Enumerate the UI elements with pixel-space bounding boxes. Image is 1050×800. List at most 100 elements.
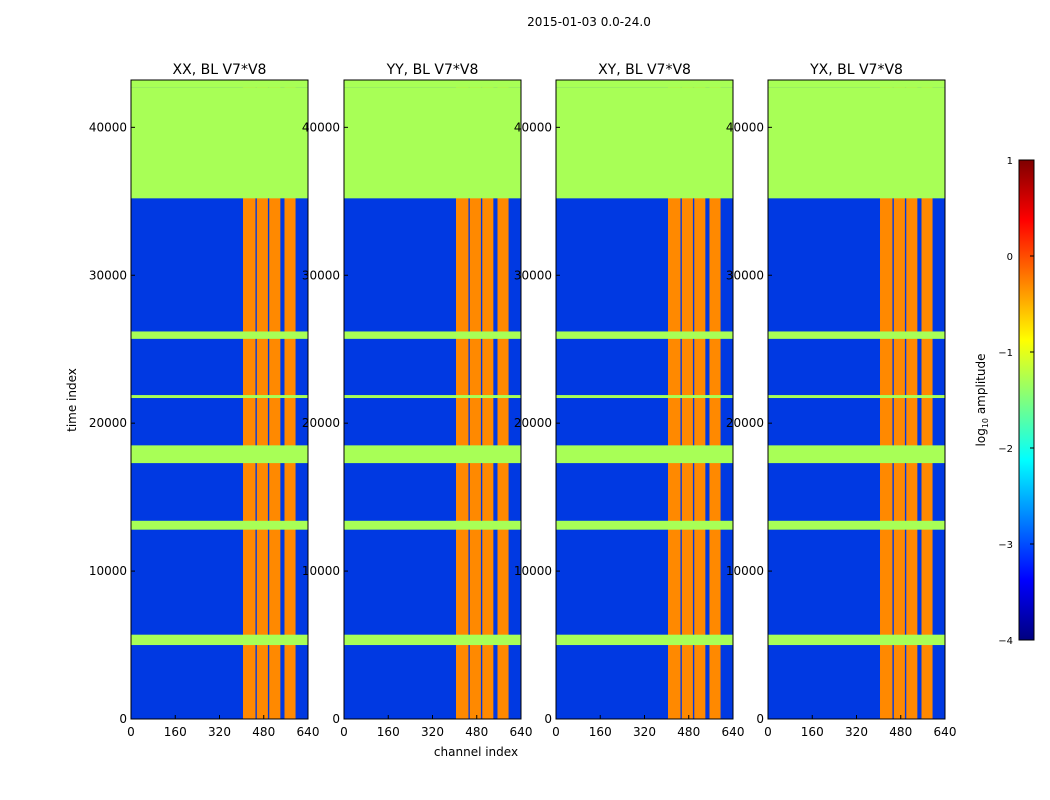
- flagged-time-band: [556, 87, 733, 199]
- colorbar-tick-label: −3: [998, 540, 1013, 551]
- x-tick-label: 0: [552, 725, 560, 739]
- flagged-time-band: [768, 331, 945, 339]
- flagged-time-band: [556, 331, 733, 339]
- colorbar: −4 −3 −2 −1 0 1: [998, 156, 1035, 647]
- colorbar-tick-label: −2: [998, 444, 1013, 455]
- flagged-time-band: [131, 445, 308, 464]
- hot-channel-band: [668, 80, 681, 719]
- flagged-time-band: [556, 634, 733, 646]
- hot-channel-band: [469, 80, 481, 719]
- flagged-time-band: [556, 80, 733, 88]
- flagged-time-band: [344, 87, 521, 199]
- panel-title: YX, BL V7*V8: [809, 62, 903, 78]
- y-tick-label: 40000: [302, 120, 340, 134]
- y-tick-label: 10000: [726, 564, 764, 578]
- y-tick-label: 30000: [89, 268, 127, 282]
- y-tick-label: 10000: [302, 564, 340, 578]
- colorbar-label-main: log: [974, 428, 988, 446]
- flagged-time-band: [768, 395, 945, 399]
- colorbar-label-sub: 10: [981, 418, 990, 428]
- x-tick-label: 480: [889, 725, 912, 739]
- panel-xy: XY, BL V7*V8 0 160 320 480 640 0 10000 20000 3000…: [514, 62, 745, 739]
- flagged-time-band: [768, 520, 945, 530]
- y-tick-label: 10000: [89, 564, 127, 578]
- flagged-time-band: [131, 634, 308, 646]
- flagged-time-band: [344, 395, 521, 399]
- x-tick-label: 640: [722, 725, 745, 739]
- x-tick-label: 320: [845, 725, 868, 739]
- y-tick-label: 30000: [302, 268, 340, 282]
- hot-channel-band: [243, 80, 256, 719]
- x-tick-label: 320: [421, 725, 444, 739]
- hot-channel-band: [456, 80, 469, 719]
- flagged-time-band: [556, 445, 733, 464]
- y-tick-label: 10000: [514, 564, 552, 578]
- x-tick-label: 160: [801, 725, 824, 739]
- panel-title: YY, BL V7*V8: [386, 62, 479, 78]
- y-tick-label: 20000: [89, 416, 127, 430]
- x-tick-label: 480: [252, 725, 275, 739]
- hot-channel-band: [921, 80, 933, 719]
- hot-channel-band: [482, 80, 494, 719]
- colorbar-label-tail: amplitude: [974, 354, 988, 418]
- hot-channel-band: [694, 80, 706, 719]
- x-tick-label: 640: [297, 725, 320, 739]
- x-tick-label: 160: [164, 725, 187, 739]
- colorbar-gradient: [1018, 159, 1035, 641]
- y-tick-label: 0: [119, 712, 127, 726]
- flagged-time-band: [768, 445, 945, 464]
- y-tick-label: 40000: [514, 120, 552, 134]
- colorbar-label: log10 amplitude: [974, 354, 990, 447]
- figure-suptitle: 2015-01-03 0.0-24.0: [527, 15, 651, 29]
- flagged-time-band: [344, 445, 521, 464]
- hot-channel-band: [893, 80, 905, 719]
- y-tick-label: 30000: [514, 268, 552, 282]
- flagged-time-band: [556, 520, 733, 530]
- flagged-time-band: [768, 87, 945, 199]
- colorbar-tick-label: 1: [1007, 156, 1013, 167]
- y-tick-label: 20000: [726, 416, 764, 430]
- colorbar-tick-label: −1: [998, 348, 1013, 359]
- x-tick-label: 0: [340, 725, 348, 739]
- x-tick-label: 160: [589, 725, 612, 739]
- y-tick-label: 40000: [726, 120, 764, 134]
- colorbar-tick-label: −4: [998, 636, 1013, 647]
- flagged-time-band: [344, 331, 521, 339]
- flagged-time-band: [344, 520, 521, 530]
- hot-channel-band: [269, 80, 281, 719]
- x-tick-label: 640: [934, 725, 957, 739]
- y-tick-label: 0: [332, 712, 340, 726]
- flagged-time-band: [131, 331, 308, 339]
- flagged-time-band: [131, 520, 308, 530]
- flagged-time-band: [768, 634, 945, 646]
- hot-channel-band: [497, 80, 509, 719]
- x-axis-label: channel index: [434, 745, 518, 759]
- panel-title: XX, BL V7*V8: [173, 62, 267, 78]
- hot-channel-band: [906, 80, 918, 719]
- hot-channel-band: [681, 80, 693, 719]
- y-tick-label: 20000: [302, 416, 340, 430]
- hot-channel-band: [256, 80, 268, 719]
- y-tick-label: 20000: [514, 416, 552, 430]
- y-tick-label: 40000: [89, 120, 127, 134]
- panel-yx: YX, BL V7*V8 0 160 320 480 640 0 10000 20000 3000…: [726, 62, 957, 739]
- flagged-time-band: [344, 80, 521, 88]
- flagged-time-band: [131, 395, 308, 399]
- flagged-time-band: [131, 80, 308, 88]
- y-tick-label: 0: [544, 712, 552, 726]
- hot-channel-band: [880, 80, 893, 719]
- x-tick-label: 320: [208, 725, 231, 739]
- x-tick-label: 160: [377, 725, 400, 739]
- x-tick-label: 480: [677, 725, 700, 739]
- flagged-time-band: [131, 87, 308, 199]
- x-tick-label: 480: [465, 725, 488, 739]
- x-tick-label: 0: [764, 725, 772, 739]
- x-tick-label: 0: [127, 725, 135, 739]
- panel-xx: XX, BL V7*V8 0 160 320 480 640 0 10000 20000 3000…: [89, 62, 320, 739]
- y-tick-label: 30000: [726, 268, 764, 282]
- panel-title: XY, BL V7*V8: [598, 62, 691, 78]
- panel-yy: YY, BL V7*V8 0 160 320 480 640 0 10000 20000 3000…: [302, 62, 533, 739]
- flagged-time-band: [344, 634, 521, 646]
- colorbar-tick-label: 0: [1007, 252, 1013, 263]
